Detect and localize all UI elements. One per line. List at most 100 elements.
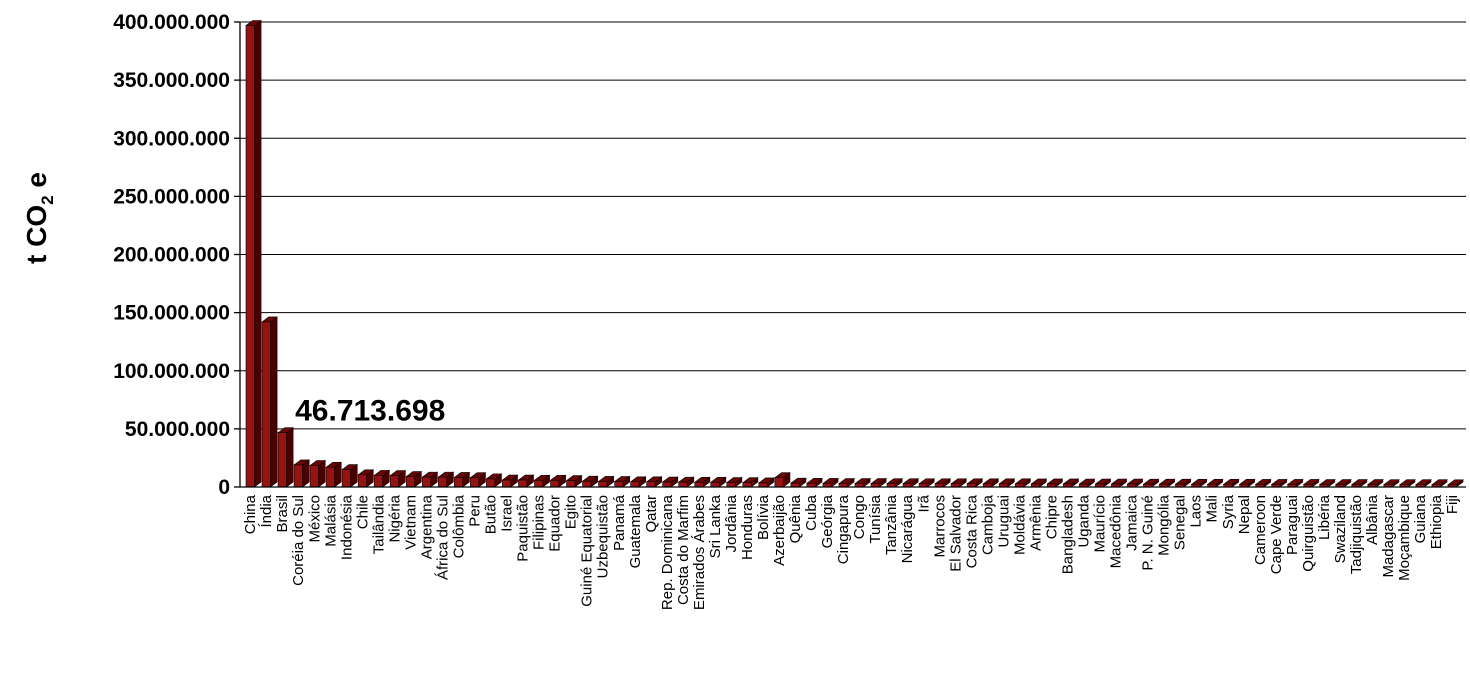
bars	[245, 19, 1464, 488]
y-tick-labels: 0 50.000.000 100.000.000 150.000.000 200.000…	[113, 11, 240, 499]
y-axis-label-prefix: t CO	[21, 205, 52, 264]
x-tick-label-argentina: Argentina	[418, 494, 435, 559]
bar-syria	[1222, 478, 1240, 488]
x-tick-label-camboja: Camboja	[979, 494, 996, 555]
y-tick-label-0: 0	[218, 476, 230, 499]
bar-front-rep-dominicana	[662, 481, 672, 488]
x-tick-label-quirguistao: Quirguistão	[1300, 495, 1317, 572]
bar-qatar	[645, 476, 663, 488]
bar-paraguai	[1286, 478, 1304, 488]
bar-armenia	[1030, 478, 1048, 488]
x-tick-label-liberia: Libéria	[1316, 494, 1333, 540]
x-tick-label-peru: Peru	[467, 495, 484, 527]
bar-front-peru	[470, 477, 480, 488]
x-tick-label-chipre: Chipre	[1043, 495, 1060, 539]
bar-senegal	[1174, 478, 1192, 488]
x-tick-label-paraguai: Paraguai	[1284, 495, 1301, 555]
bar-guiana	[1415, 479, 1432, 488]
x-tick-label-jamaica: Jamaica	[1124, 494, 1141, 551]
bar-ira	[918, 478, 936, 488]
x-tick-label-albania: Albânia	[1364, 494, 1381, 545]
bar-panama	[613, 475, 631, 488]
x-tick-label-ira: Irã	[915, 494, 932, 512]
bar-macedonia	[1110, 478, 1128, 488]
bar-front-israel	[502, 479, 512, 488]
x-tick-label-emirados-arabes: Emirados Árabes	[691, 495, 708, 610]
x-tick-label-malasia: Malásia	[322, 494, 339, 546]
bar-moldavia	[1014, 478, 1032, 488]
bar-chile	[357, 469, 375, 488]
bar-front-costa-do-marfim	[678, 481, 688, 488]
x-tick-label-tunisia: Tunísia	[867, 494, 884, 543]
bar-front-azerbaijao	[774, 477, 784, 488]
x-tick-label-rep-dominicana: Rep. Dominicana	[659, 494, 676, 610]
bar-uruguai	[998, 478, 1016, 488]
bar-equador	[549, 474, 567, 488]
bar-albania	[1366, 478, 1384, 488]
x-tick-label-bangladesh: Bangladesh	[1060, 495, 1077, 574]
bar-front-egito	[566, 480, 576, 488]
y-tick-label-5: 250.000.000	[113, 185, 230, 208]
bar-mocambique	[1398, 479, 1416, 488]
bar-front-sri-lanka	[710, 482, 720, 488]
x-tick-label-marrocos: Marrocos	[931, 495, 948, 558]
x-tick-label-laos: Laos	[1188, 495, 1205, 528]
bar-front-paquistao	[518, 479, 528, 488]
bar-bangladesh	[1062, 478, 1080, 488]
bar-mexico	[309, 459, 327, 488]
x-tick-label-cingapura: Cingapura	[835, 494, 852, 564]
bar-bolivia	[757, 477, 775, 488]
x-tick-label-butao: Butão	[483, 495, 500, 534]
bar-emirados-arabes	[693, 476, 711, 488]
bar-front-coreia-do-sul	[293, 464, 303, 488]
x-tick-label-guine-equatorial: Guiné Equatorial	[579, 495, 596, 607]
bar-rep-dominicana	[661, 476, 679, 488]
bar-liberia	[1318, 478, 1336, 488]
x-tick-label-congo: Congo	[851, 495, 868, 539]
x-tick-label-equador: Equador	[547, 495, 564, 552]
y-tick-label-8: 400.000.000	[113, 11, 230, 34]
x-tick-label-costa-rica: Costa Rica	[963, 494, 980, 568]
bar-costa-rica	[966, 478, 984, 488]
bar-front-indonesia	[341, 469, 351, 488]
gridlines	[240, 21, 1466, 430]
bar-tadjiquistao	[1350, 478, 1368, 488]
bar-tanzania	[886, 478, 904, 488]
x-tick-label-qatar: Qatar	[643, 495, 660, 533]
x-tick-label-mauricio: Maurício	[1092, 495, 1109, 553]
x-tick-label-mocambique: Moçambique	[1396, 495, 1413, 581]
bar-el-salvador	[950, 478, 968, 488]
x-tick-label-africa-do-sul: África do Sul	[434, 495, 451, 580]
x-tick-label-india: Índia	[258, 494, 275, 527]
bar-mali	[1206, 478, 1224, 488]
bar-mauricio	[1094, 478, 1112, 488]
x-tick-label-bolivia: Bolívia	[755, 494, 772, 540]
bar-front-malasia	[325, 466, 335, 488]
x-tick-label-cameroon: Cameroon	[1252, 495, 1269, 565]
bar-cape-verde	[1270, 478, 1288, 488]
bar-paquistao	[517, 474, 535, 488]
bar-fiji	[1447, 479, 1464, 488]
bar-front-nigeria	[389, 475, 399, 488]
bar-guine-equatorial	[581, 475, 599, 488]
x-tick-label-brasil: Brasil	[274, 495, 291, 533]
y-tick-label-1: 50.000.000	[125, 418, 230, 441]
bar-georgia	[822, 477, 839, 488]
bar-front-jordania	[726, 482, 736, 488]
x-tick-label-tadjiquistao: Tadjiquistão	[1348, 495, 1365, 574]
x-tick-label-armenia: Armênia	[1027, 494, 1044, 551]
bar-cuba	[806, 477, 823, 488]
bar-israel	[501, 474, 519, 488]
bar-side-brasil	[286, 427, 294, 488]
y-axis-label-subscript: 2	[38, 195, 57, 204]
x-tick-label-ethiopia: Ethiopia	[1428, 494, 1445, 549]
x-tick-label-tanzania: Tanzânia	[883, 494, 900, 555]
x-tick-label-nigeria: Nigéria	[386, 494, 403, 542]
bar-side-china	[254, 19, 262, 488]
x-tick-label-china: China	[242, 494, 259, 534]
bar-front-colombia	[454, 477, 463, 488]
x-tick-label-el-salvador: El Salvador	[947, 495, 964, 572]
bar-tailandia	[373, 469, 391, 488]
bar-congo	[854, 477, 871, 488]
